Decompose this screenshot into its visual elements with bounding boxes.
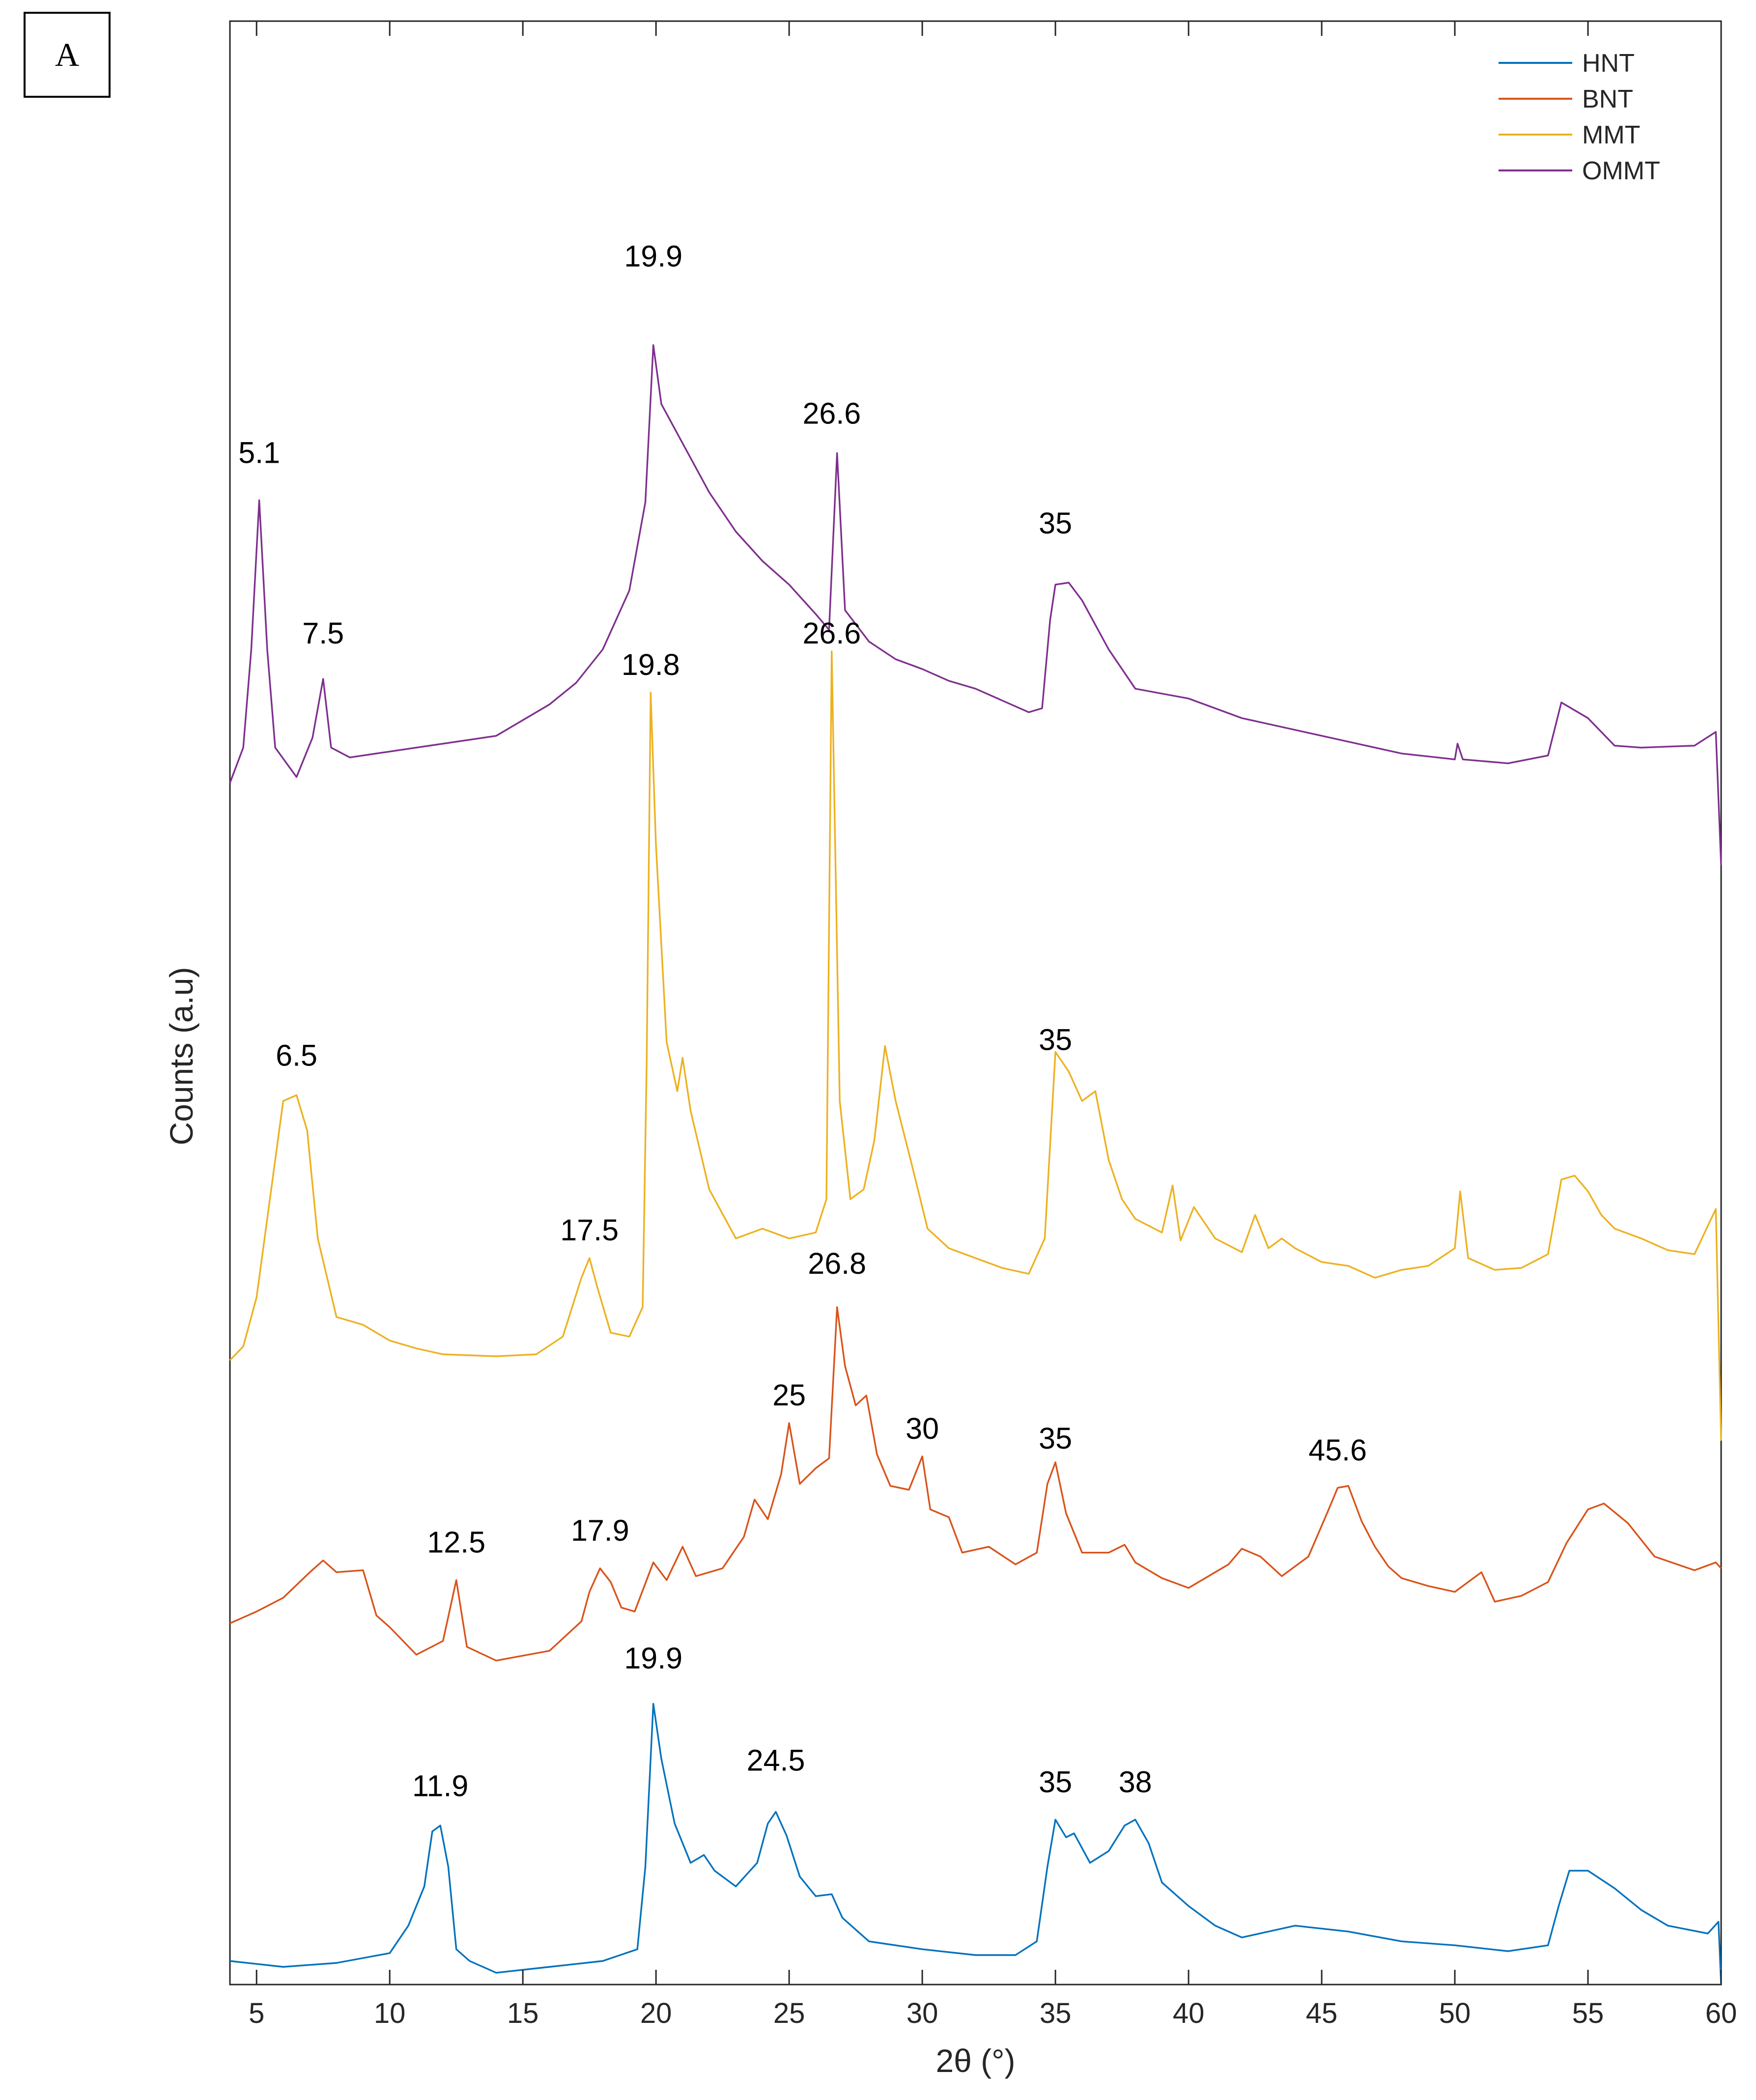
peak-label: 35 (1039, 1422, 1072, 1455)
series-line-ommt (229, 344, 1722, 866)
legend-label-hnt: HNT (1582, 49, 1635, 78)
x-axis: 5 10 15 20 25 30 35 40 45 50 55 60 (249, 21, 1737, 2029)
peak-label: 26.8 (808, 1247, 866, 1280)
peak-label: 19.8 (622, 648, 680, 681)
x-tick-label: 15 (507, 1997, 539, 2029)
peak-label: 5.1 (238, 436, 280, 469)
peak-label: 35 (1039, 506, 1072, 540)
peak-label: 26.6 (802, 396, 861, 430)
x-tick-label: 40 (1173, 1997, 1205, 2029)
x-tick-label: 45 (1306, 1997, 1338, 2029)
series-layer (229, 344, 1722, 1985)
peak-label: 17.5 (560, 1213, 619, 1247)
x-tick-label: 50 (1439, 1997, 1471, 2029)
y-axis-title: Counts (a.u) (163, 967, 199, 1145)
legend-label-bnt: BNT (1582, 85, 1633, 113)
legend-label-mmt: MMT (1582, 121, 1640, 149)
x-tick-label: 25 (773, 1997, 805, 2029)
peak-label: 45.6 (1308, 1433, 1367, 1467)
peak-label: 11.9 (412, 1769, 468, 1802)
peak-label: 35 (1039, 1765, 1072, 1798)
x-tick-label: 20 (640, 1997, 672, 2029)
legend: HNT BNT MMT OMMT (1499, 49, 1660, 185)
plot-area (229, 20, 1722, 1986)
peak-label: 17.9 (571, 1514, 629, 1547)
x-tick-label: 55 (1572, 1997, 1604, 2029)
legend-label-ommt: OMMT (1582, 157, 1660, 185)
x-tick-label: 35 (1040, 1997, 1072, 2029)
peak-label: 35 (1039, 1023, 1072, 1056)
peak-label: 19.9 (624, 240, 682, 273)
x-axis-title: 2θ (°) (935, 2043, 1015, 2079)
peak-label: 38 (1119, 1765, 1152, 1798)
x-tick-label: 5 (249, 1997, 264, 2029)
x-tick-label: 10 (374, 1997, 406, 2029)
peak-label: 6.5 (276, 1038, 317, 1072)
peak-label: 19.9 (624, 1641, 682, 1675)
peak-label: 26.6 (802, 616, 861, 650)
series-line-hnt (229, 1703, 1722, 1985)
x-tick-label: 30 (906, 1997, 938, 2029)
peak-label: 12.5 (427, 1526, 485, 1559)
peak-label: 25 (772, 1378, 806, 1412)
panel-label: A (24, 12, 111, 98)
peak-annotations: 5.1 7.5 19.9 26.6 35 19.8 26.6 6.5 35 17.5 26.8 25 3… (238, 240, 1367, 1803)
peak-label: 7.5 (302, 616, 344, 650)
peak-label: 24.5 (747, 1743, 805, 1777)
x-tick-label: 60 (1705, 1997, 1737, 2029)
series-line-mmt (229, 650, 1722, 1441)
plot-frame (229, 20, 1722, 1986)
peak-label: 30 (906, 1412, 939, 1445)
series-line-bnt (229, 1306, 1722, 1662)
